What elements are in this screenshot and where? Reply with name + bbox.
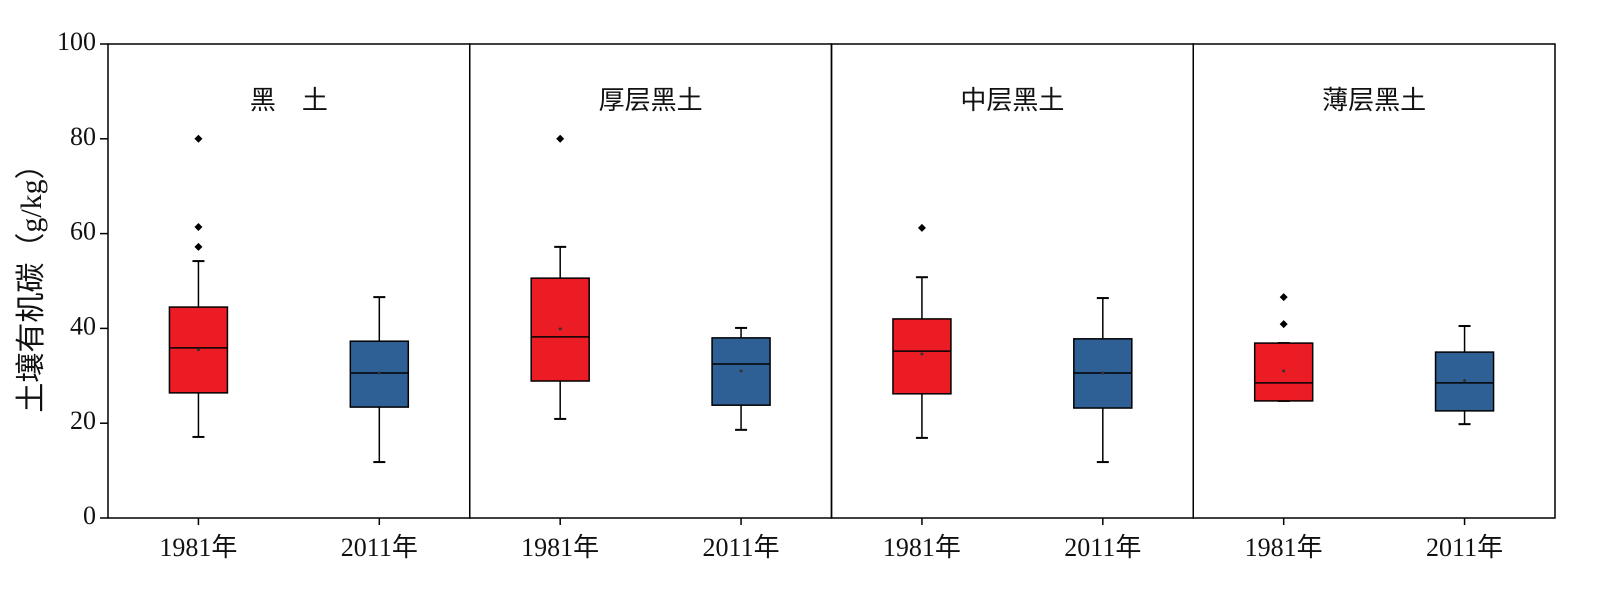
- x-tick-label: 2011年: [1064, 533, 1141, 562]
- outlier: [1279, 293, 1288, 302]
- outlier: [194, 134, 203, 143]
- panel-title: 薄层黑土: [1322, 86, 1426, 115]
- mean: [558, 327, 562, 331]
- mean: [920, 352, 924, 356]
- outlier: [917, 223, 926, 232]
- mean: [1101, 371, 1105, 375]
- outlier: [1279, 320, 1288, 329]
- mean: [377, 371, 381, 375]
- x-tick-label: 2011年: [341, 533, 418, 562]
- panel-frame: [469, 43, 833, 519]
- mean: [196, 348, 200, 352]
- y-tick-label: 60: [70, 217, 96, 246]
- y-tick-label: 80: [70, 122, 96, 151]
- panel-title: 黑 土: [250, 86, 328, 115]
- outlier: [556, 134, 565, 143]
- x-tick-label: 2011年: [703, 533, 780, 562]
- x-tick-label: 1981年: [1245, 533, 1323, 562]
- mean: [739, 369, 743, 373]
- outlier: [194, 222, 203, 231]
- box: [892, 318, 952, 395]
- panel-frame: [107, 43, 471, 519]
- panel-title: 中层黑土: [960, 86, 1064, 115]
- outlier: [194, 242, 203, 251]
- box: [1253, 342, 1314, 402]
- x-tick-label: 1981年: [883, 533, 961, 562]
- y-tick-label: 20: [70, 406, 96, 435]
- x-tick-label: 1981年: [159, 533, 237, 562]
- mean: [1463, 379, 1467, 383]
- y-axis-label: 土壤有机碳（g/kg）: [15, 149, 48, 412]
- y-tick-label: 0: [83, 501, 96, 530]
- mean: [1282, 369, 1286, 373]
- y-tick-label: 40: [70, 311, 96, 340]
- panel-frame: [1192, 43, 1556, 519]
- panel-title: 厚层黑土: [599, 86, 703, 115]
- box: [711, 337, 771, 406]
- x-tick-label: 2011年: [1426, 533, 1503, 562]
- x-tick-label: 1981年: [521, 533, 599, 562]
- box: [168, 306, 229, 394]
- panel-frame: [830, 43, 1194, 519]
- y-tick-label: 100: [57, 27, 96, 56]
